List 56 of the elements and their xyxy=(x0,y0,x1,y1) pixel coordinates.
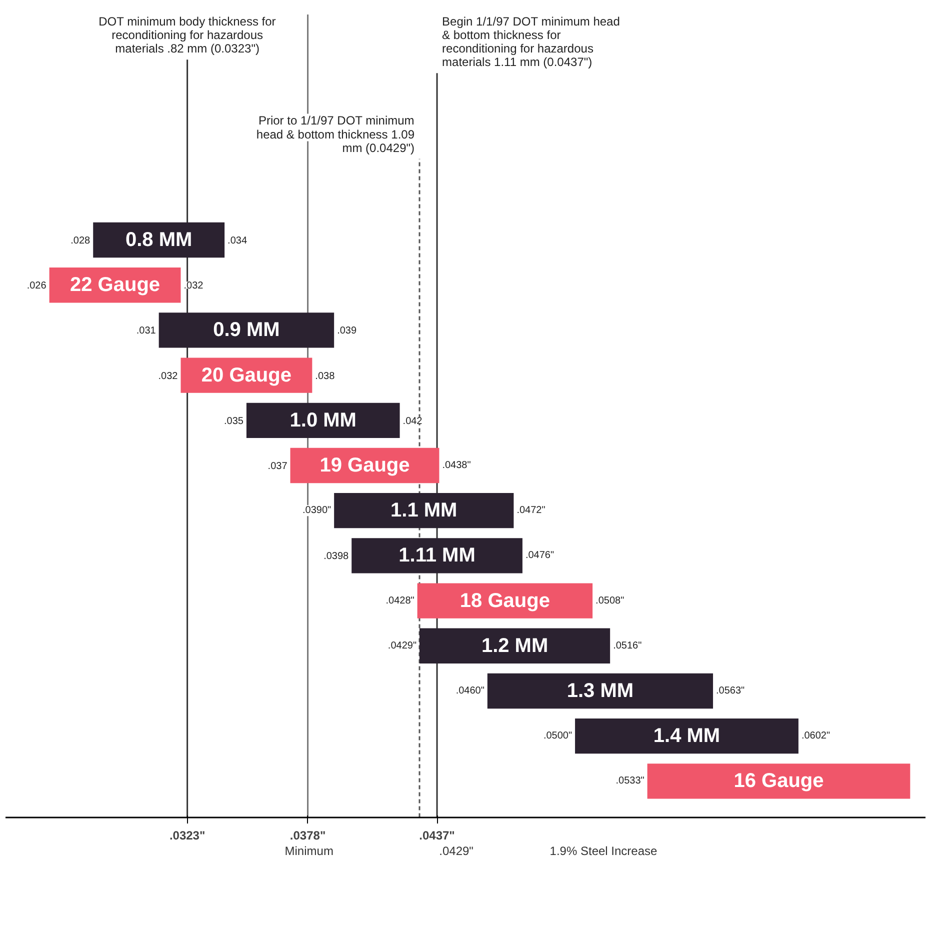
y-tick-label: 1.4 MM xyxy=(653,725,720,748)
y-tick-label: 18 Gauge xyxy=(460,590,550,612)
annotation: .032 xyxy=(158,370,178,382)
annotation: .038 xyxy=(315,370,336,382)
ref-line-label: DOT minimum body thickness for reconditioning for hazardous materials .82 mm (0.0323") xyxy=(98,14,276,56)
text: 1.9% Steel Increase xyxy=(550,844,658,858)
bar xyxy=(246,402,400,438)
annotation: .0398 xyxy=(324,551,350,562)
annotation: .026 xyxy=(26,280,47,292)
x-tick-label: .0323" xyxy=(169,828,206,842)
annotation: .0476" xyxy=(525,550,554,562)
annotation: .035 xyxy=(224,416,244,427)
text: Minimum xyxy=(284,844,334,858)
y-tick-label: 16 Gauge xyxy=(734,770,824,792)
y-tick-label: 0.8 MM xyxy=(125,229,192,252)
bar xyxy=(334,493,514,528)
y-tick-label: 1.1 MM xyxy=(390,500,458,522)
x-tick-label: .0378" xyxy=(290,828,326,842)
annotation: .042 xyxy=(402,416,423,427)
bar xyxy=(575,718,798,754)
annotation: .0429" xyxy=(388,640,417,652)
y-tick-label: 1.3 MM xyxy=(566,680,634,702)
annotation: .0516" xyxy=(613,640,642,652)
annotation: .031 xyxy=(136,326,156,337)
annotation: .0508" xyxy=(596,595,625,606)
annotation: .0500" xyxy=(543,730,572,742)
bar xyxy=(487,673,714,709)
annotation: .034 xyxy=(228,236,248,247)
annotation: .028 xyxy=(70,236,91,247)
annotation: .0533" xyxy=(616,776,645,787)
annotation: .032 xyxy=(184,280,204,292)
annotation: .0428" xyxy=(386,595,415,606)
y-tick-label: 1.2 MM xyxy=(481,634,548,657)
annotation: .0472" xyxy=(516,505,546,516)
annotation: .039 xyxy=(337,326,357,337)
y-tick-label: 19 Gauge xyxy=(320,454,410,476)
bar xyxy=(158,312,334,348)
annotation: .0602" xyxy=(801,730,830,742)
annotation: .0460" xyxy=(456,685,485,696)
y-tick-label: 22 Gauge xyxy=(70,274,160,296)
text: .0429" xyxy=(439,844,474,858)
bar xyxy=(417,583,593,618)
annotation: .0390" xyxy=(302,505,332,516)
annotation: .0438" xyxy=(442,460,472,471)
y-tick-label: 20 Gauge xyxy=(201,364,292,386)
annotation: .037 xyxy=(268,461,288,472)
bar xyxy=(420,628,610,664)
ref-line-label: Prior to 1/1/97 DOT minimum head & bottom thickness 1.09 mm (0.0429") xyxy=(256,114,415,155)
y-tick-label: 1.11 MM xyxy=(398,544,476,567)
ref-line-label: Begin 1/1/97 DOT minimum head & bottom thickness for reconditioning for hazardous materials 1.11 mm (0.0437") xyxy=(442,14,620,70)
y-tick-label: 1.0 MM xyxy=(290,409,356,432)
annotation: .0563" xyxy=(716,685,746,696)
y-tick-label: 0.9 MM xyxy=(213,319,280,342)
bar xyxy=(647,764,910,799)
x-tick-label: .0437" xyxy=(419,828,455,842)
bar xyxy=(352,538,522,574)
